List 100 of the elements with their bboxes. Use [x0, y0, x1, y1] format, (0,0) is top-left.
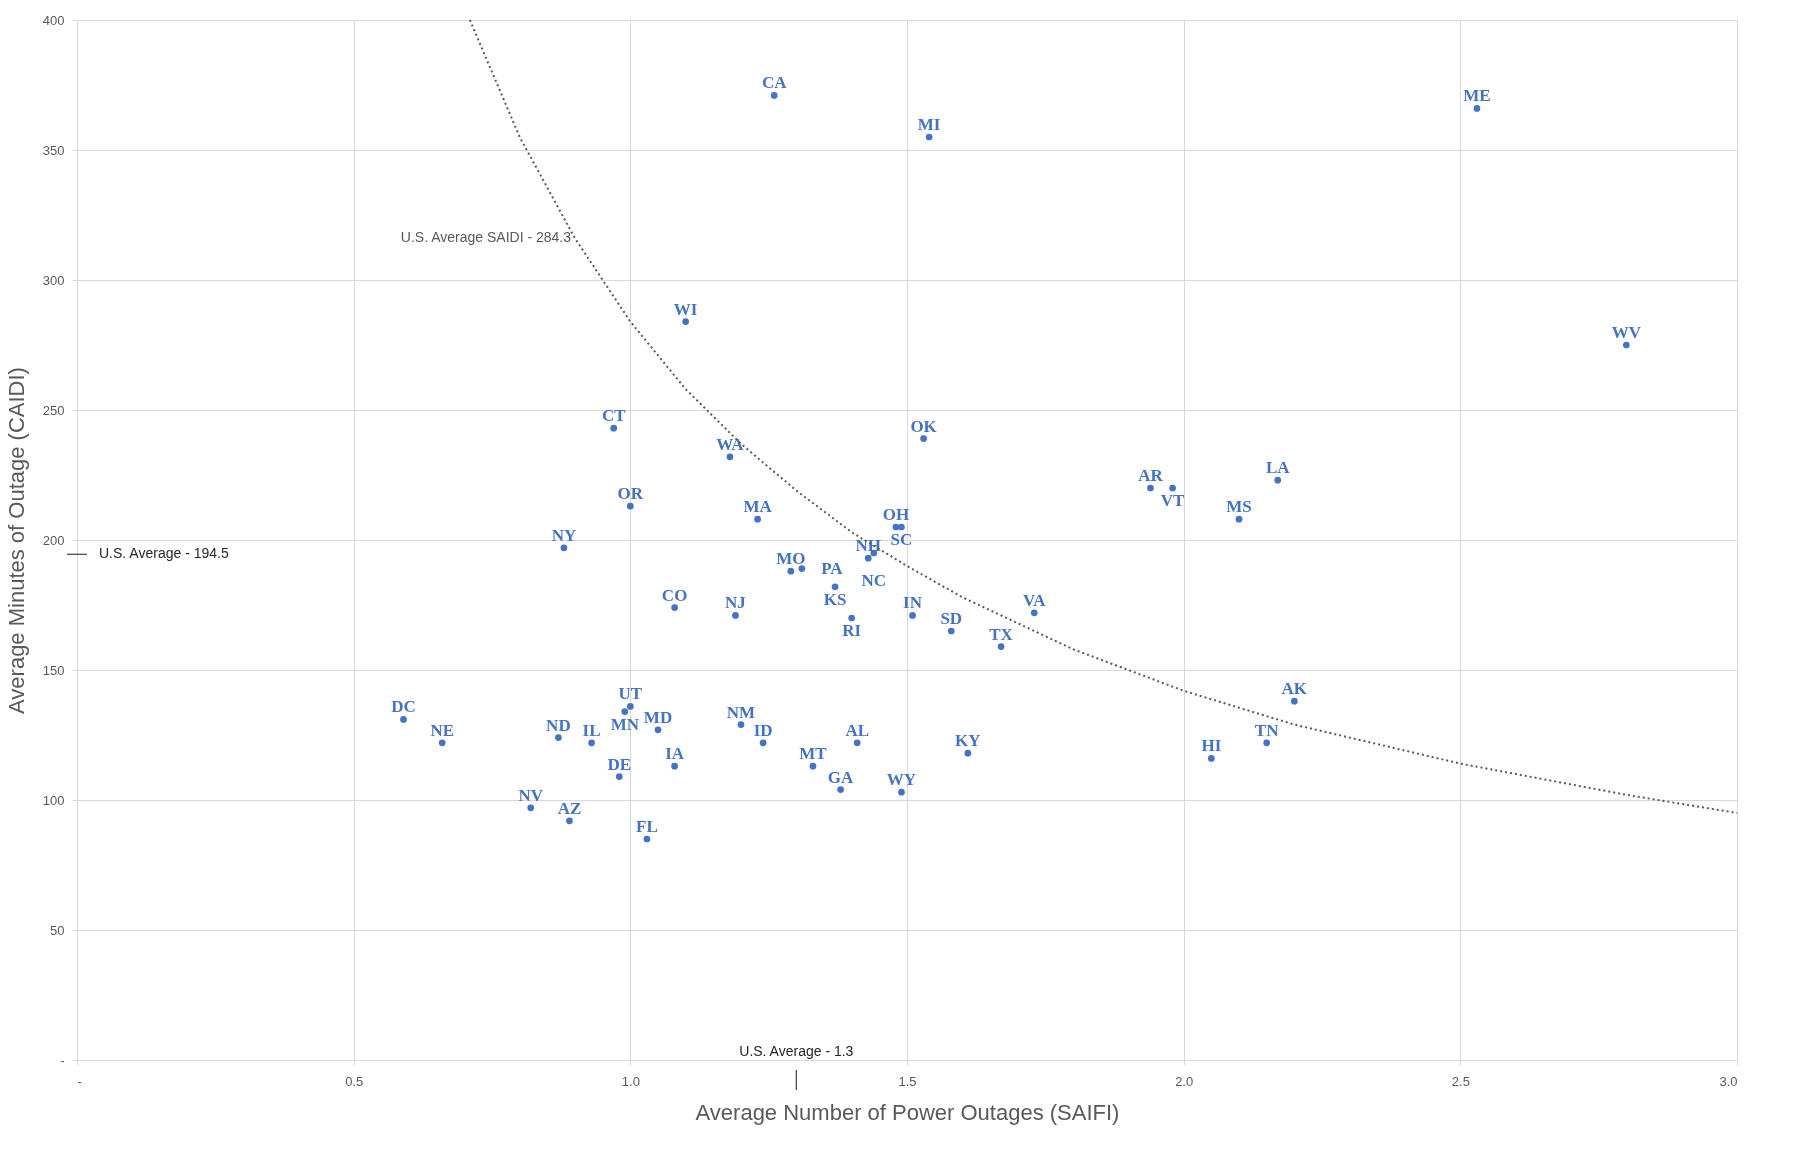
point	[737, 721, 745, 728]
point	[964, 749, 972, 757]
data-label: KS	[823, 589, 847, 609]
data-label: WI	[673, 299, 698, 319]
point	[610, 424, 618, 432]
data-label: TN	[1254, 720, 1280, 740]
data-label: AL	[845, 720, 870, 740]
data-label: ME	[1463, 86, 1491, 106]
point	[671, 604, 678, 611]
point	[920, 435, 927, 442]
data-label: WA	[716, 434, 745, 454]
x-tick-label: 1.5	[898, 1073, 917, 1089]
point	[947, 627, 955, 635]
data-label: DC	[391, 697, 416, 717]
data-label: VA	[1023, 590, 1047, 610]
x-tick-label: 3.0	[1719, 1073, 1738, 1089]
data-label: KY	[955, 731, 981, 751]
x-tick-label: -	[77, 1073, 82, 1089]
data-label: ND	[546, 715, 571, 735]
data-label: CA	[761, 73, 788, 93]
point	[527, 804, 535, 812]
point	[997, 643, 1005, 650]
point	[1147, 484, 1154, 492]
data-label: MO	[776, 549, 806, 569]
data-label: WV	[1611, 323, 1642, 342]
point	[1235, 515, 1243, 523]
point	[1169, 484, 1176, 492]
point	[726, 453, 734, 461]
data-label: OK	[910, 416, 938, 436]
data-label: OR	[617, 484, 644, 504]
data-label: OH	[882, 505, 910, 524]
data-label: NH	[855, 536, 882, 556]
point	[643, 835, 651, 843]
data-label: NE	[430, 720, 455, 740]
data-label: GA	[827, 767, 855, 787]
x-axis-title: Average Number of Power Outages (SAIFI)	[695, 1099, 1120, 1125]
y-tick-label: 100	[42, 792, 65, 808]
data-label: NC	[861, 571, 887, 590]
point	[1207, 755, 1215, 762]
data-label: MD	[643, 707, 673, 727]
data-label: FL	[636, 817, 658, 836]
data-label: CO	[661, 585, 688, 605]
data-label: RI	[842, 621, 862, 640]
data-label: NY	[551, 525, 577, 545]
point	[626, 703, 634, 710]
point	[787, 567, 795, 575]
y-axis-title: Average Minutes of Outage (CAIDI)	[3, 367, 29, 714]
data-label: SC	[890, 530, 913, 549]
point	[809, 762, 817, 770]
point	[682, 318, 690, 325]
point	[621, 708, 629, 715]
data-label: CT	[601, 406, 627, 426]
y-tick-label: 300	[42, 272, 65, 288]
data-label: AR	[1138, 466, 1164, 485]
data-label: IL	[582, 720, 601, 740]
point	[898, 523, 905, 531]
data-label: MT	[799, 744, 828, 764]
data-label: MS	[1226, 497, 1252, 517]
data-label: NM	[726, 702, 756, 722]
x-tick-label: 2.5	[1451, 1073, 1470, 1089]
point	[615, 773, 623, 780]
point	[626, 502, 634, 510]
y-tick-label: 200	[42, 532, 65, 548]
data-label: ID	[753, 720, 773, 740]
point	[754, 515, 761, 523]
y-tick-label: 400	[42, 12, 65, 28]
point	[588, 739, 595, 747]
y-tick-label: 250	[42, 402, 65, 418]
data-label: VT	[1160, 491, 1186, 510]
data-label: DE	[607, 754, 632, 774]
data-label: IA	[665, 744, 685, 764]
point	[566, 817, 573, 825]
point	[853, 739, 861, 747]
point	[555, 734, 562, 741]
data-label: MN	[610, 714, 640, 734]
x-tick-label: 1.0	[621, 1073, 640, 1089]
data-label: IN	[903, 593, 923, 613]
data-label: SD	[940, 609, 963, 628]
x-tick-label: 2.0	[1175, 1073, 1194, 1089]
data-label: TX	[989, 624, 1014, 644]
data-label: WY	[886, 770, 917, 790]
point	[1274, 476, 1282, 484]
point	[898, 788, 905, 796]
data-label: PA	[821, 558, 844, 578]
point	[1473, 105, 1481, 112]
point	[1290, 697, 1298, 705]
ref-line-label: U.S. Average - 194.5	[99, 545, 229, 562]
point	[848, 614, 856, 622]
point	[671, 762, 678, 770]
y-tick-label: 150	[42, 662, 65, 678]
ref-line-label: U.S. Average - 1.3	[739, 1043, 854, 1059]
point	[732, 612, 739, 619]
data-label: NJ	[725, 593, 747, 613]
x-tick-label: 0.5	[345, 1073, 364, 1089]
y-tick-label: 350	[42, 142, 65, 158]
point	[438, 739, 446, 747]
data-label: UT	[618, 684, 643, 704]
point	[837, 786, 844, 793]
point	[1263, 739, 1271, 747]
data-label: MA	[743, 497, 773, 517]
